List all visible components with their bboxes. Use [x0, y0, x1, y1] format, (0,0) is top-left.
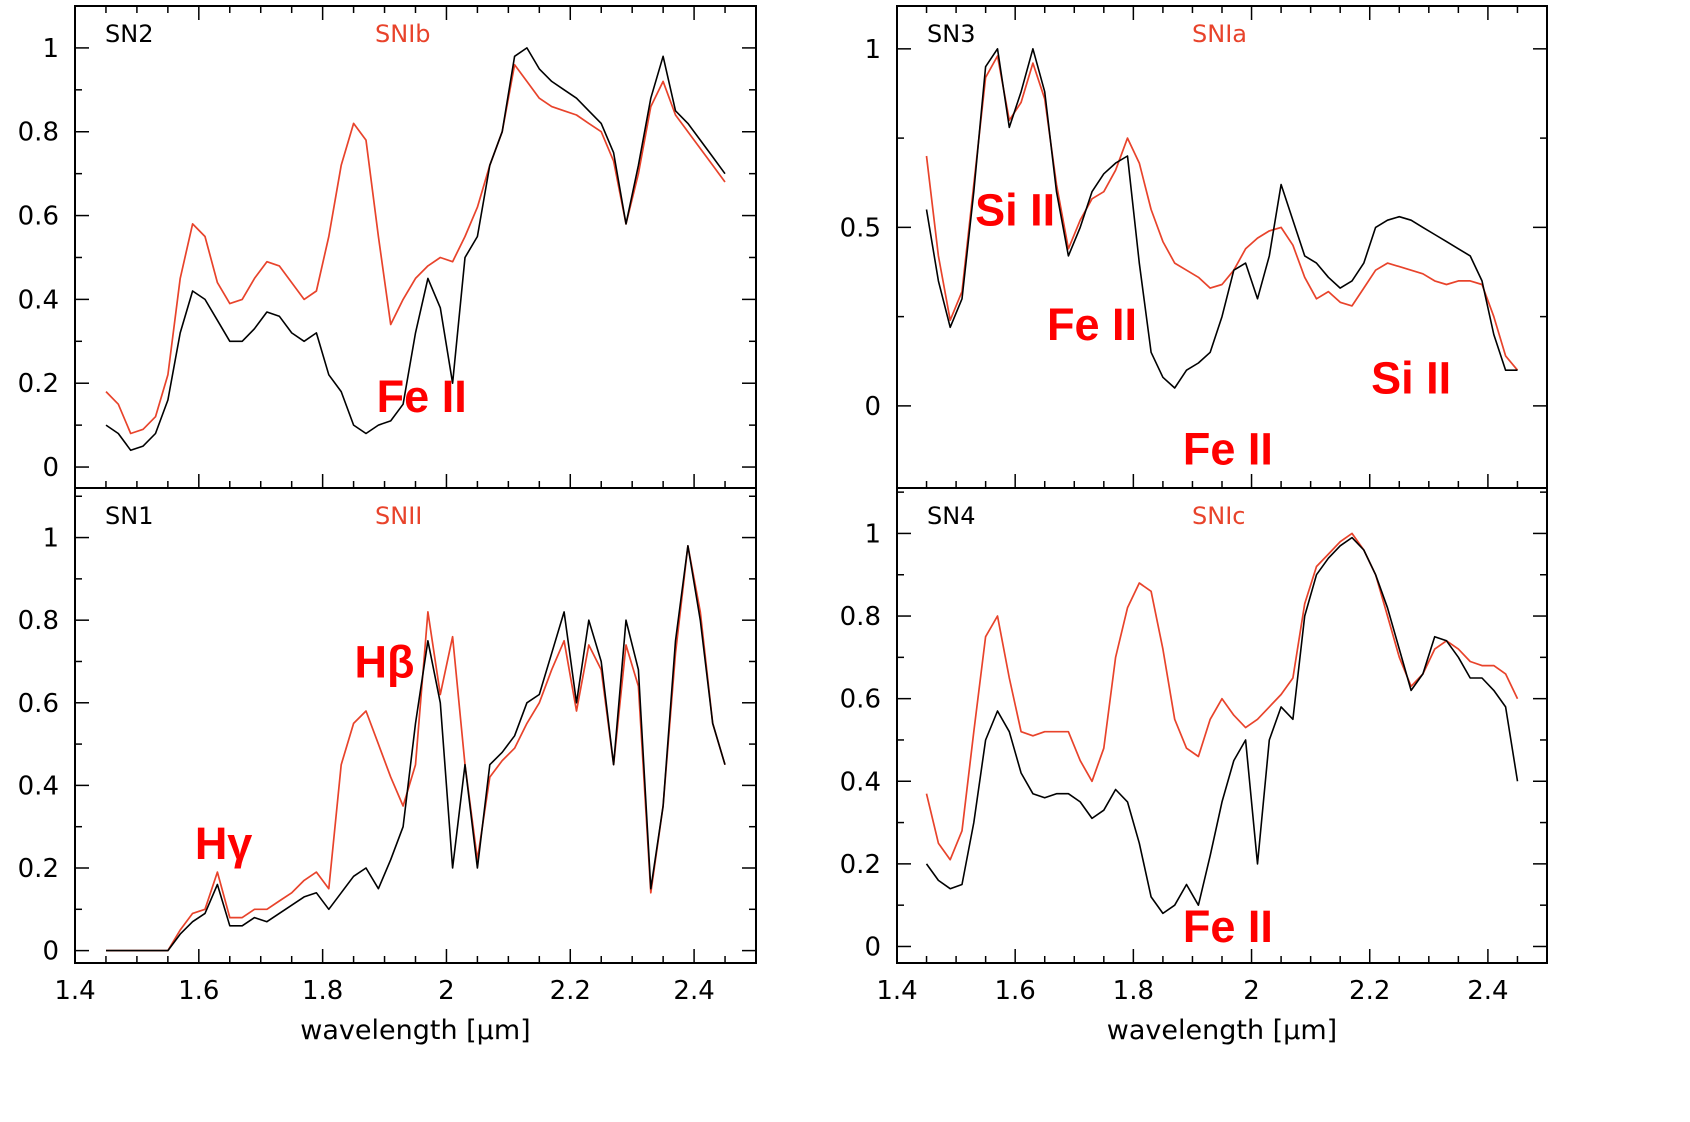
x-tick-label: 1.6 — [178, 976, 219, 1006]
x-tick-label: 1.8 — [1113, 976, 1154, 1006]
y-tick-label: 0.8 — [18, 606, 59, 636]
y-tick-label: 0.6 — [18, 689, 59, 719]
line-annotation: Hγ — [195, 818, 253, 869]
line-annotation: Fe II — [1047, 299, 1137, 350]
y-tick-label: 1 — [42, 524, 59, 554]
template-spectrum-line — [106, 544, 726, 952]
plot-frame — [896, 487, 1548, 964]
y-tick-label: 0 — [864, 392, 881, 422]
template-spectrum-line — [925, 532, 1519, 861]
panel-label: SN3 — [927, 20, 975, 48]
x-tick-label: 1.8 — [302, 976, 343, 1006]
observed-spectrum-line — [105, 47, 726, 452]
panel-label: SN1 — [105, 502, 153, 530]
y-tick-label: 0.2 — [840, 850, 881, 880]
x-tick-label: 1.4 — [876, 976, 917, 1006]
y-tick-label: 0.6 — [840, 685, 881, 715]
x-tick-label: 2.2 — [550, 976, 591, 1006]
x-tick-label: 2.2 — [1349, 976, 1390, 1006]
y-tick-label: 0 — [42, 937, 59, 967]
x-tick-label: 1.6 — [995, 976, 1036, 1006]
x-tick-label: 2 — [438, 976, 455, 1006]
y-tick-label: 0.4 — [18, 285, 59, 315]
line-annotation: Fe II — [1183, 424, 1273, 475]
template-type-label: SNII — [375, 502, 422, 530]
observed-spectrum-line — [106, 544, 726, 952]
line-annotation: Fe II — [377, 371, 467, 422]
panel-sn4: 1.4 1.6 1.8 2 2.2 2.4 0 0.2 0.4 0.6 0.8 1 SN4 SNIc Fe … — [840, 487, 1548, 1046]
panel-label: SN4 — [927, 502, 975, 530]
x-tick-label: 2.4 — [1467, 976, 1508, 1006]
y-tick-label: 0.4 — [18, 771, 59, 801]
x-tick-label: 2.4 — [673, 976, 714, 1006]
y-tick-label: 0 — [42, 453, 59, 483]
template-type-label: SNIa — [1192, 20, 1247, 48]
line-annotation: Si II — [975, 185, 1055, 236]
y-tick-label: 1 — [42, 34, 59, 64]
y-tick-label: 0.8 — [840, 602, 881, 632]
y-tick-label: 1 — [864, 519, 881, 549]
y-tick-label: 0.4 — [840, 767, 881, 797]
y-tick-label: 1 — [864, 35, 881, 65]
line-annotation: Fe II — [1183, 901, 1273, 952]
template-spectrum-line — [925, 55, 1519, 371]
y-tick-label: 0.8 — [18, 118, 59, 148]
panel-sn3: 0 0.5 1 SN3 SNIa Si II Fe II Fe II Si II — [840, 5, 1548, 489]
x-axis-title: wavelength [μm] — [300, 1015, 530, 1046]
x-axis-title: wavelength [μm] — [1107, 1015, 1337, 1046]
panel-label: SN2 — [105, 20, 153, 48]
y-tick-label: 0.2 — [18, 854, 59, 884]
x-tick-label: 2 — [1243, 976, 1260, 1006]
line-annotation: Hβ — [355, 636, 415, 687]
y-tick-label: 0.6 — [18, 202, 59, 232]
y-tick-label: 0 — [864, 932, 881, 962]
y-tick-label: 0.5 — [840, 213, 881, 243]
observed-spectrum-line — [925, 536, 1519, 915]
panel-sn1: 1.4 1.6 1.8 2 2.2 2.4 0 0.2 0.4 0.6 0.8 1 SN1 SNII Hγ H… — [18, 487, 757, 1046]
x-tick-label: 1.4 — [54, 976, 95, 1006]
observed-spectrum-line — [925, 47, 1518, 389]
template-type-label: SNIc — [1192, 502, 1245, 530]
template-type-label: SNIb — [375, 20, 431, 48]
plot-frame — [896, 5, 1548, 489]
line-annotation: Si II — [1371, 352, 1451, 403]
y-tick-label: 0.2 — [18, 369, 59, 399]
panel-sn2: 0 0.2 0.4 0.6 0.8 1 SN2 SNIb Fe II — [18, 5, 757, 489]
